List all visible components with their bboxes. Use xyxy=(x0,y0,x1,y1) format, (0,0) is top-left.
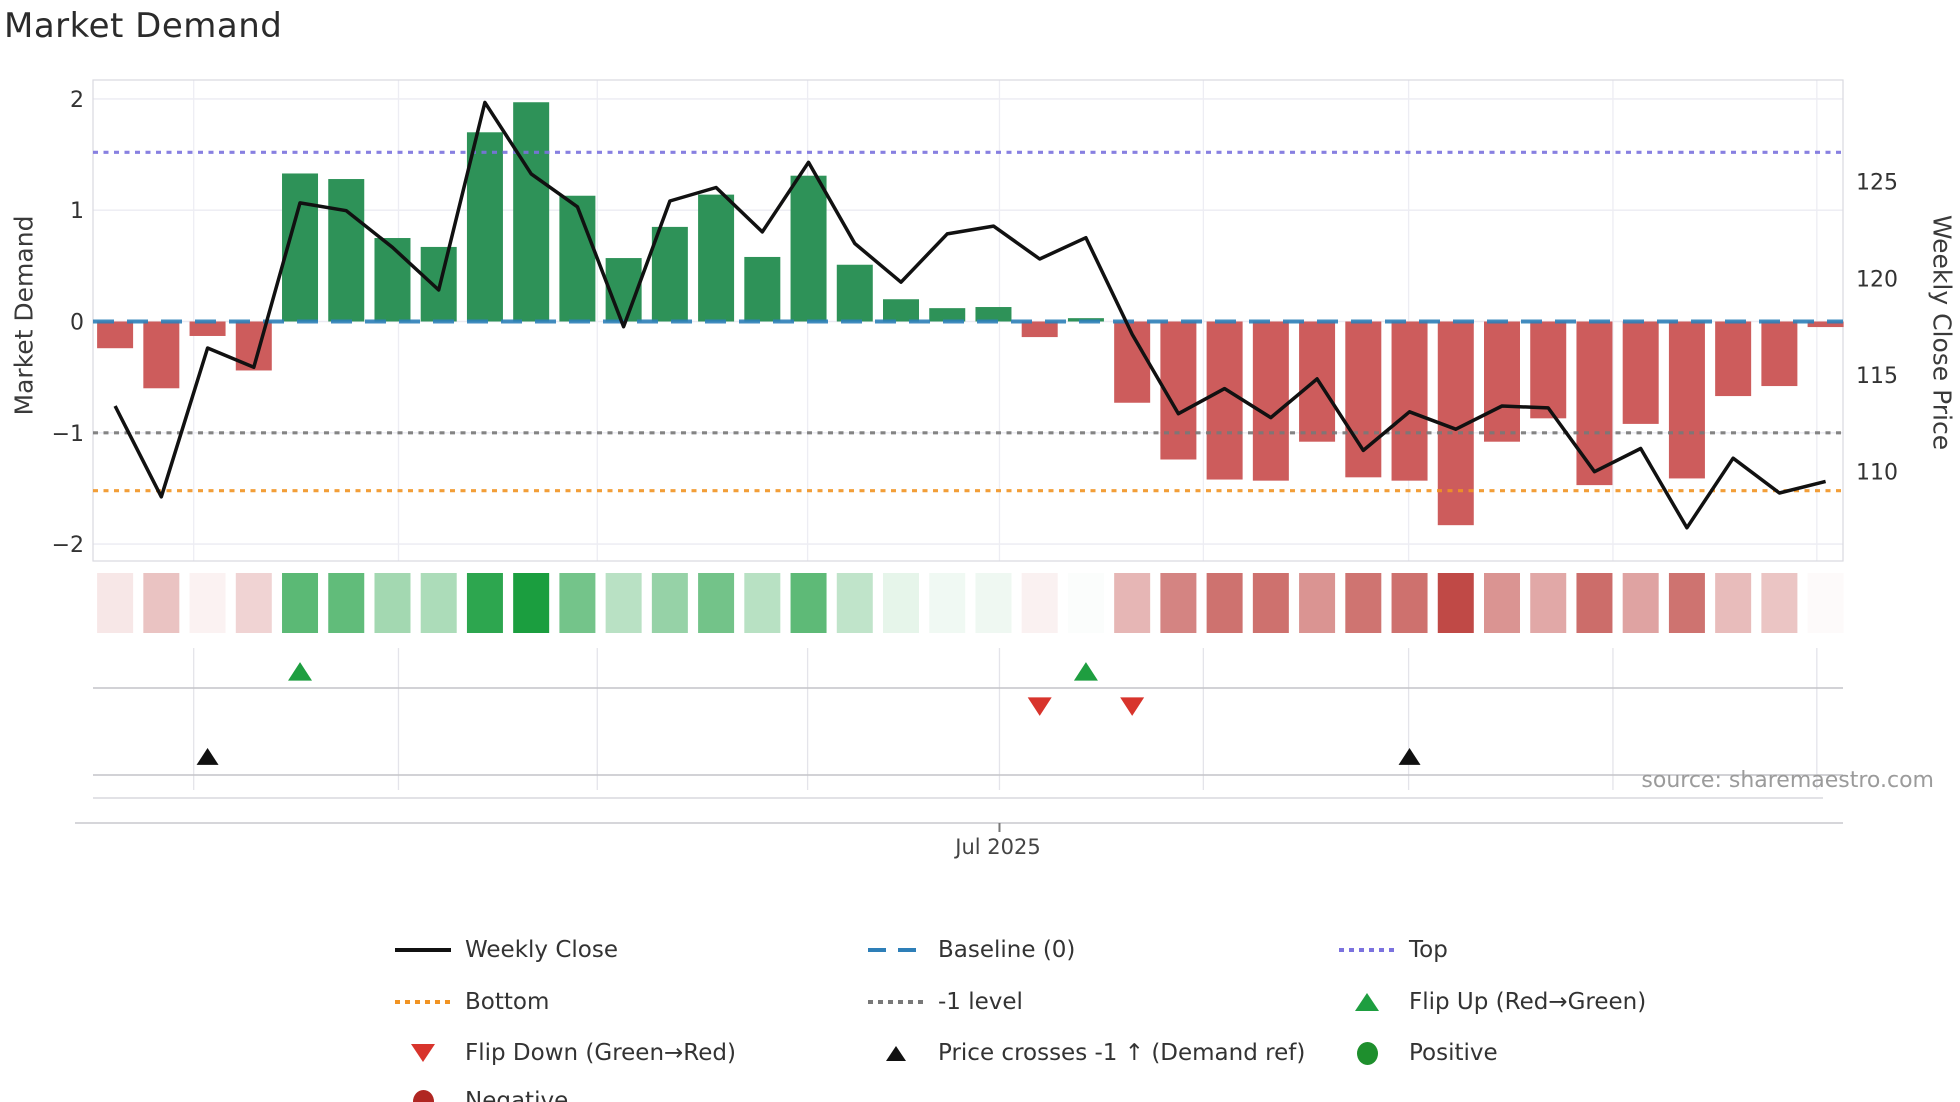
legend-item-weekly-close: Weekly Close xyxy=(394,936,618,964)
legend-item-minus1-level: -1 level xyxy=(867,988,1023,1016)
source-credit: source: sharemaestro.com xyxy=(1641,768,1934,793)
legend-label: Price crosses -1 ↑ (Demand ref) xyxy=(938,1040,1306,1066)
svg-text:−2: −2 xyxy=(52,533,84,558)
weekly-close-line-swatch xyxy=(394,948,452,952)
svg-text:115: 115 xyxy=(1856,364,1898,389)
legend-label: Positive xyxy=(1409,1040,1498,1066)
legend-label: -1 level xyxy=(938,989,1023,1015)
legend-label: Flip Down (Green→Red) xyxy=(465,1040,736,1066)
legend-item-price-cross: Price crosses -1 ↑ (Demand ref) xyxy=(867,1039,1305,1067)
svg-text:120: 120 xyxy=(1856,267,1898,292)
legend-label: Weekly Close xyxy=(465,937,618,963)
legend-item-top: Top xyxy=(1338,936,1448,964)
baseline-dash-swatch xyxy=(867,948,925,952)
legend-item-baseline: Baseline (0) xyxy=(867,936,1075,964)
top-dot-swatch xyxy=(1338,948,1396,952)
legend-item-flip-up: Flip Up (Red→Green) xyxy=(1338,988,1646,1016)
positive-dot-icon xyxy=(1338,1041,1396,1065)
negative-dot-icon xyxy=(394,1089,452,1102)
legend-label: Bottom xyxy=(465,989,550,1015)
legend-label: Negative xyxy=(465,1088,569,1102)
svg-text:125: 125 xyxy=(1856,171,1898,196)
bottom-dot-swatch xyxy=(394,1000,452,1004)
svg-text:2: 2 xyxy=(70,88,84,113)
flip-up-triangle-icon xyxy=(1338,993,1396,1011)
legend-label: Baseline (0) xyxy=(938,937,1076,963)
svg-text:−1: −1 xyxy=(52,422,84,447)
legend-label: Flip Up (Red→Green) xyxy=(1409,989,1647,1015)
svg-text:110: 110 xyxy=(1856,461,1898,486)
legend-item-flip-down: Flip Down (Green→Red) xyxy=(394,1039,736,1067)
svg-text:0: 0 xyxy=(70,311,84,336)
minus1-dot-swatch xyxy=(867,1000,925,1004)
x-axis-tick-label: Jul 2025 xyxy=(955,835,1041,859)
price-cross-triangle-icon xyxy=(867,1045,925,1061)
legend-item-positive: Positive xyxy=(1338,1039,1498,1067)
legend-item-negative: Negative xyxy=(394,1087,568,1102)
legend-item-bottom: Bottom xyxy=(394,988,549,1016)
page-title: Market Demand xyxy=(4,6,283,46)
flip-down-triangle-icon xyxy=(394,1044,452,1062)
svg-text:1: 1 xyxy=(70,199,84,224)
legend-label: Top xyxy=(1409,937,1448,963)
